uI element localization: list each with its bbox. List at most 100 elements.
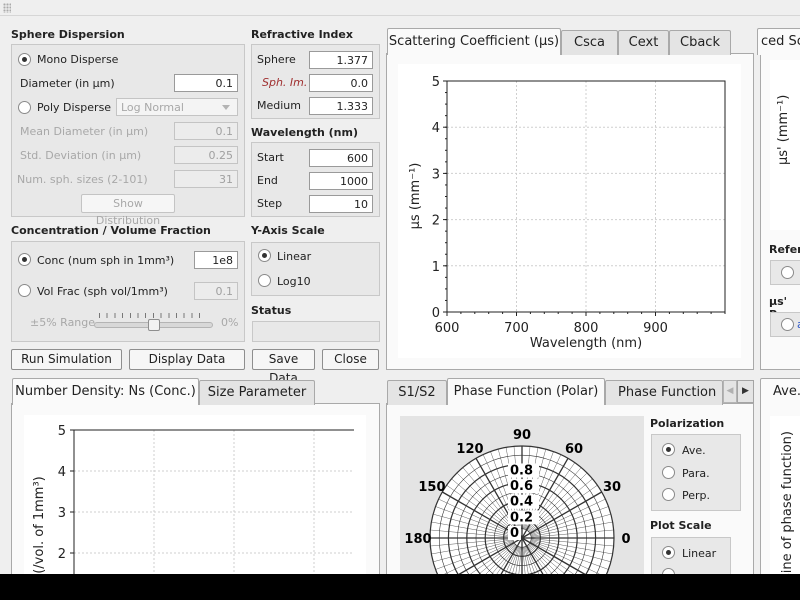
- y-tick-labels: 0 1 2 3 4 5: [432, 75, 440, 321]
- tab-average-cosine[interactable]: Ave.: [760, 378, 800, 405]
- angle-spoke: [528, 478, 593, 533]
- range-slider-ticks: [99, 313, 207, 318]
- chevron-left-icon[interactable]: ◀: [723, 380, 737, 403]
- angle-spoke: [451, 478, 516, 533]
- angle-spoke: [435, 506, 514, 536]
- poly-disperse-label: Poly Disperse: [37, 101, 112, 114]
- sphere-dispersion-title: Sphere Dispersion: [11, 28, 125, 41]
- radial-tick-labels: 00.20.40.60.8: [508, 463, 539, 541]
- mean-diameter-field[interactable]: 0.1: [174, 122, 238, 140]
- radial-tick-label: 0.2: [510, 510, 533, 525]
- chart-grid: [70, 429, 354, 585]
- chevron-down-icon: [222, 105, 230, 110]
- y-axis-label: μs (mm⁻¹): [408, 163, 423, 230]
- angle-spoke: [531, 538, 614, 547]
- y-tick-label: 1: [432, 260, 440, 275]
- step-field[interactable]: 10: [309, 195, 373, 213]
- angle-spoke: [446, 485, 515, 533]
- linear-scale-radio[interactable]: [258, 249, 271, 262]
- save-data-button[interactable]: Save Data: [252, 349, 315, 385]
- show-distribution-button[interactable]: Show Distribution: [81, 194, 175, 227]
- polarization-para-label: Para.: [682, 467, 710, 480]
- tab-reduced-scattering[interactable]: ced Sc: [757, 28, 800, 55]
- linear-scale-label: Linear: [277, 250, 312, 263]
- angle-tick-label: 60: [565, 442, 583, 457]
- status-title: Status: [251, 304, 292, 317]
- y-tick-label: 3: [432, 167, 440, 182]
- start-field[interactable]: 600: [309, 149, 373, 167]
- y-tick-label: 5: [58, 424, 66, 439]
- y-tick-label: 4: [432, 121, 440, 136]
- mus-power-radio[interactable]: [781, 318, 794, 331]
- y-tick-label: 0: [432, 306, 440, 321]
- tick-marks: [443, 80, 726, 316]
- polarization-title: Polarization: [650, 417, 725, 430]
- range-label: ±5% Range: [30, 316, 96, 329]
- scattering-plot-area: 600 700 800 900 0 1 2 3 4 5 Wavelength (nm) μs (…: [398, 64, 741, 358]
- reference-radio[interactable]: [781, 266, 794, 279]
- num-sizes-label: Num. sph. sizes (2-101): [17, 173, 148, 186]
- y-tick-label: 3: [58, 506, 66, 521]
- log-scale-radio[interactable]: [258, 274, 271, 287]
- polarization-perp-radio[interactable]: [662, 488, 675, 501]
- status-field: [252, 321, 380, 342]
- tab-size-parameter[interactable]: Size Parameter: [199, 380, 315, 405]
- radial-label-bg: [508, 463, 539, 478]
- diameter-field[interactable]: 0.1: [174, 74, 238, 92]
- tab-phase-function-linear[interactable]: Phase Function (L: [605, 380, 723, 405]
- range-slider-thumb[interactable]: [147, 319, 160, 331]
- angle-tick-label: 0: [621, 532, 630, 547]
- tab-s1-s2[interactable]: S1/S2: [387, 380, 447, 405]
- polarization-ave-label: Ave.: [682, 444, 706, 457]
- vol-frac-field[interactable]: 0.1: [194, 282, 238, 300]
- grip-icon[interactable]: [3, 3, 11, 13]
- angle-spoke: [530, 540, 609, 570]
- phase-cosine-plot-area: [770, 416, 800, 586]
- tab-number-density[interactable]: Number Density: Ns (Conc.): [12, 378, 199, 405]
- angle-spoke: [530, 498, 606, 535]
- diameter-label: Diameter (in μm): [20, 77, 115, 90]
- tab-cback[interactable]: Cback: [669, 30, 731, 55]
- angle-spoke: [431, 539, 513, 555]
- y-axis-scale-title: Y-Axis Scale: [251, 224, 325, 237]
- display-data-button[interactable]: Display Data: [129, 349, 245, 370]
- medium-index-field[interactable]: 1.333: [309, 97, 373, 115]
- end-field[interactable]: 1000: [309, 172, 373, 190]
- mus-power-label: a: [797, 318, 800, 331]
- sphere-index-label: Sphere: [257, 53, 296, 66]
- distribution-select[interactable]: Log Normal: [116, 98, 238, 116]
- radial-tick-label: 0.4: [510, 495, 533, 510]
- polarization-para-radio[interactable]: [662, 466, 675, 479]
- sphere-index-field[interactable]: 1.377: [309, 51, 373, 69]
- close-button[interactable]: Close: [322, 349, 379, 370]
- conc-field[interactable]: 1e8: [194, 251, 238, 269]
- num-sizes-field[interactable]: 31: [174, 170, 238, 188]
- tab-phase-function-polar[interactable]: Phase Function (Polar): [447, 378, 605, 405]
- sph-im-field[interactable]: 0.0: [309, 74, 373, 92]
- conc-radio[interactable]: [18, 253, 31, 266]
- radial-tick-label: 0.8: [510, 463, 533, 478]
- std-deviation-label: Std. Deviation (in μm): [20, 149, 142, 162]
- tab-cext[interactable]: Cext: [618, 30, 669, 55]
- poly-disperse-radio[interactable]: [18, 101, 31, 114]
- x-tick-label: 700: [504, 321, 529, 336]
- angle-tick-label: 90: [513, 428, 531, 443]
- mono-disperse-radio[interactable]: [18, 53, 31, 66]
- mono-disperse-label: Mono Disperse: [37, 53, 119, 66]
- y-tick-label: 2: [58, 547, 66, 562]
- step-label: Step: [257, 197, 283, 210]
- tab-csca[interactable]: Csca: [561, 30, 618, 55]
- tab-scattering-coefficient[interactable]: Scattering Coefficient (μs): [387, 28, 561, 55]
- phase-cosine-axis-label: sine of phase function): [780, 431, 795, 580]
- plot-scale-linear-radio[interactable]: [662, 546, 675, 559]
- vol-frac-radio[interactable]: [18, 284, 31, 297]
- y-axis-label: (/vol. of 1mm³): [32, 476, 47, 574]
- run-simulation-button[interactable]: Run Simulation: [11, 349, 122, 370]
- std-deviation-field[interactable]: 0.25: [174, 146, 238, 164]
- angle-spoke: [530, 513, 611, 536]
- concentration-title: Concentration / Volume Fraction: [11, 224, 211, 237]
- medium-index-label: Medium: [257, 99, 301, 112]
- chevron-right-icon[interactable]: ▶: [737, 380, 754, 403]
- polarization-ave-radio[interactable]: [662, 443, 675, 456]
- taskbar-strip: [0, 574, 800, 600]
